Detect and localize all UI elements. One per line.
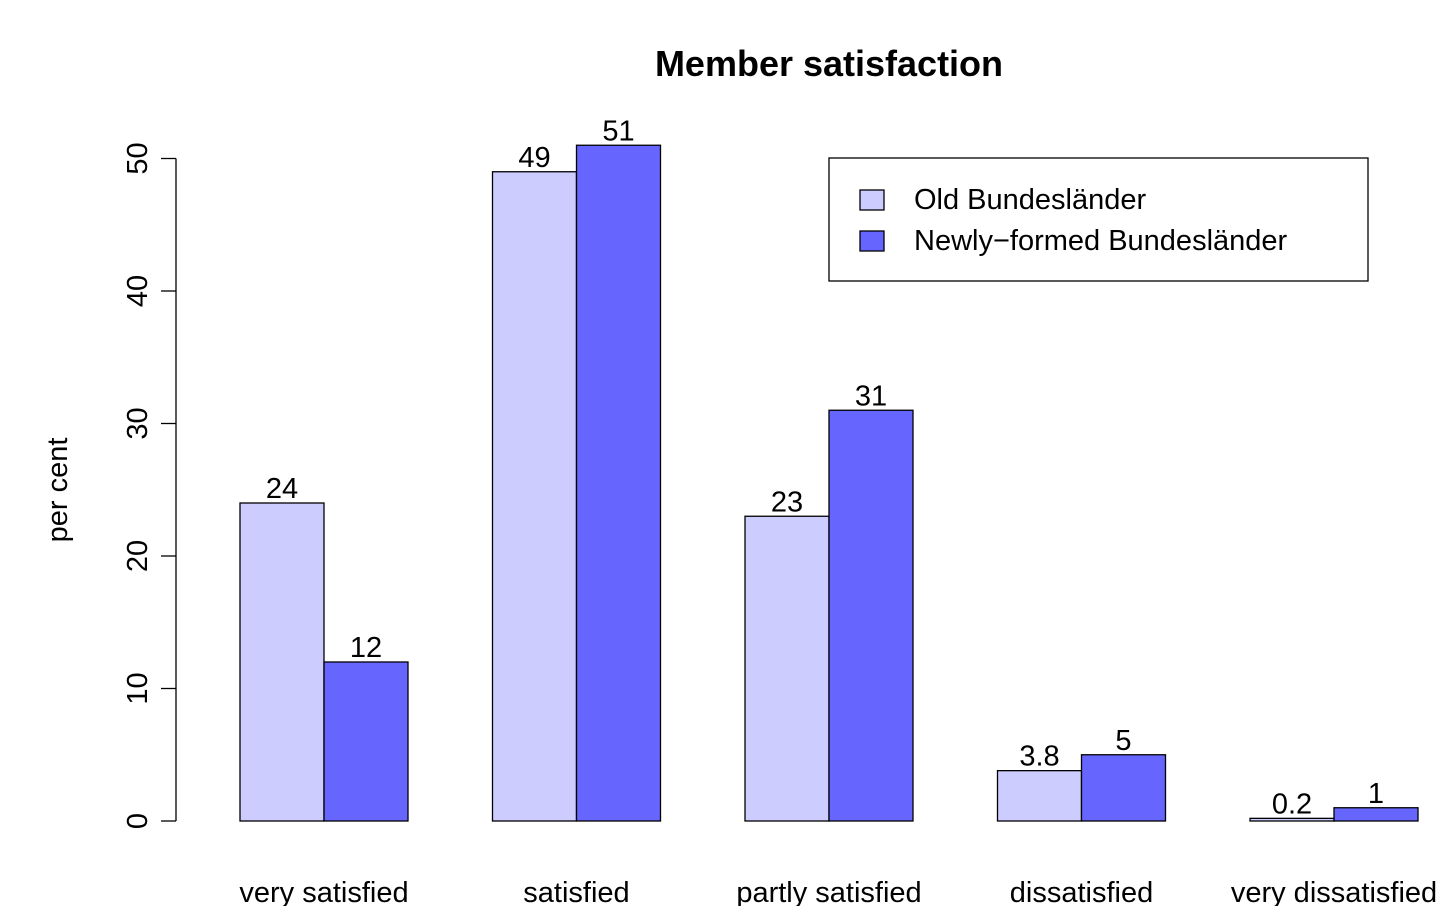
data-label: 24 [266,473,298,505]
legend: Old Bundesländer Newly−formed Bundeslände… [828,157,1369,282]
bar [744,515,830,822]
category-label: very dissatisfied [1231,877,1437,906]
bar [239,502,325,822]
data-label: 31 [855,380,887,412]
chart-title: Member satisfaction [655,43,1003,84]
data-label: 3.8 [1019,741,1059,773]
bar [828,409,914,822]
legend-swatch [859,189,885,211]
bar [1333,807,1419,822]
bars [239,144,1419,822]
legend-swatch [859,230,885,252]
category-labels: very satisfied satisfied partly satisfied d… [239,877,1437,906]
legend-label: Old Bundesländer [914,184,1146,216]
y-tick-label: 10 [122,672,154,704]
bar [575,144,662,822]
y-tick-label: 40 [122,275,154,307]
y-tick-label: 30 [122,407,154,439]
bar [1080,754,1167,822]
y-axis-label: per cent [42,438,74,543]
legend-box [828,157,1369,282]
data-label: 51 [602,115,634,147]
bar [996,770,1083,822]
legend-label: Newly−formed Bundesländer [914,225,1288,257]
data-label: 0.2 [1272,788,1312,820]
data-label: 5 [1115,725,1131,757]
data-label: 1 [1368,778,1384,810]
y-axis: 0 10 20 30 40 50 [122,142,177,829]
data-label: 23 [771,486,803,518]
y-tick-label: 50 [122,142,154,174]
category-label: partly satisfied [736,877,921,906]
data-labels: 24 12 49 51 23 31 3.8 5 0.2 1 [266,115,1384,820]
data-label: 49 [518,142,550,174]
y-tick-label: 0 [122,813,154,829]
category-label: dissatisfied [1010,877,1153,906]
bar [491,171,578,822]
y-tick-label: 20 [122,540,154,572]
category-label: satisfied [523,877,629,906]
data-label: 12 [350,632,382,664]
category-label: very satisfied [239,877,408,906]
bar [323,661,409,822]
